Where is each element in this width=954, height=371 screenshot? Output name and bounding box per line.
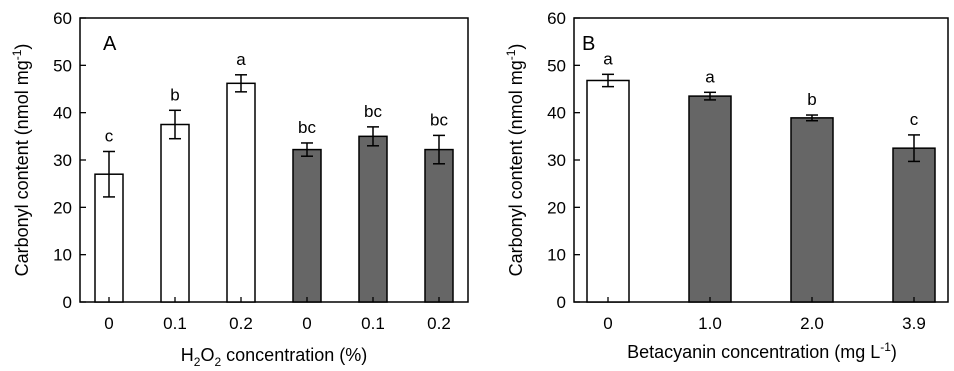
x-tick-label-b-0: 0 — [603, 314, 612, 333]
y-tick-label-b-1: 10 — [547, 246, 566, 265]
y-tick-label-a-6: 60 — [53, 9, 72, 28]
significance-label-b-2: b — [807, 90, 816, 109]
y-tick-label-a-1: 10 — [53, 246, 72, 265]
x-tick-label-a-1: 0.1 — [163, 314, 187, 333]
y-tick-label-b-3: 30 — [547, 151, 566, 170]
x-tick-label-a-3: 0 — [302, 314, 311, 333]
y-tick-label-a-2: 20 — [53, 198, 72, 217]
bar-b-1 — [688, 95, 732, 303]
plot-frame-a — [79, 17, 469, 303]
y-tick-label-a-5: 50 — [53, 56, 72, 75]
y-tick-label-a-3: 30 — [53, 151, 72, 170]
y-tick-label-a-0: 0 — [63, 293, 72, 312]
x-axis-label-b: Betacyanin concentration (mg L-1) — [627, 340, 897, 362]
x-ticks-a: 0 0.1 0.2 0 0.1 0.2 — [104, 297, 451, 333]
bar-b-2 — [790, 117, 834, 303]
bars-a: c b a bc bc bc — [94, 50, 454, 303]
y-axis-label-b: Carbonyl content (nmol mg-1) — [504, 44, 526, 277]
x-tick-label-a-4: 0.1 — [361, 314, 385, 333]
x-axis-label-a: H2O2 concentration (%) — [181, 345, 367, 369]
bar-a-4 — [358, 135, 388, 303]
significance-label-b-1: a — [705, 67, 715, 86]
y-tick-label-b-0: 0 — [557, 293, 566, 312]
chart-panel-b: B 0 10 20 30 40 50 60 a a b c 0 1.0 2.0 3.9 Carbonyl… — [504, 9, 949, 362]
x-tick-label-a-0: 0 — [104, 314, 113, 333]
bar-a-2 — [226, 82, 256, 303]
panel-label-a: A — [103, 33, 117, 55]
significance-label-a-0: c — [105, 126, 114, 145]
x-tick-label-b-2: 2.0 — [800, 314, 824, 333]
bar-b-0 — [586, 79, 630, 303]
y-ticks-b: 0 10 20 30 40 50 60 — [547, 9, 580, 312]
chart-panel-a: A 0 10 20 30 40 50 60 c b a bc bc bc 0 0.1 0.2 0 0.1 0.2… — [10, 9, 469, 369]
plot-frame-b — [573, 17, 949, 303]
panel-label-b: B — [582, 33, 595, 55]
significance-label-b-0: a — [603, 49, 613, 68]
bar-a-5 — [424, 148, 454, 303]
y-axis-label-a: Carbonyl content (nmol mg-1) — [10, 44, 32, 277]
significance-label-a-1: b — [170, 85, 179, 104]
significance-label-a-3: bc — [298, 118, 316, 137]
bar-a-1 — [160, 123, 190, 303]
significance-label-a-4: bc — [364, 102, 382, 121]
x-tick-label-b-1: 1.0 — [698, 314, 722, 333]
bar-b-3 — [892, 147, 936, 303]
x-tick-label-a-2: 0.2 — [229, 314, 253, 333]
y-tick-label-b-4: 40 — [547, 104, 566, 123]
x-ticks-b: 0 1.0 2.0 3.9 — [603, 297, 926, 333]
x-tick-label-b-3: 3.9 — [902, 314, 926, 333]
x-tick-label-a-5: 0.2 — [427, 314, 451, 333]
bars-b: a a b c — [586, 49, 936, 303]
significance-label-a-2: a — [236, 50, 246, 69]
significance-label-b-3: c — [910, 110, 919, 129]
y-ticks-a: 0 10 20 30 40 50 60 — [53, 9, 86, 312]
bar-a-3 — [292, 148, 322, 303]
y-tick-label-b-5: 50 — [547, 56, 566, 75]
y-tick-label-b-6: 60 — [547, 9, 566, 28]
y-tick-label-a-4: 40 — [53, 104, 72, 123]
significance-label-a-5: bc — [430, 110, 448, 129]
y-tick-label-b-2: 20 — [547, 198, 566, 217]
